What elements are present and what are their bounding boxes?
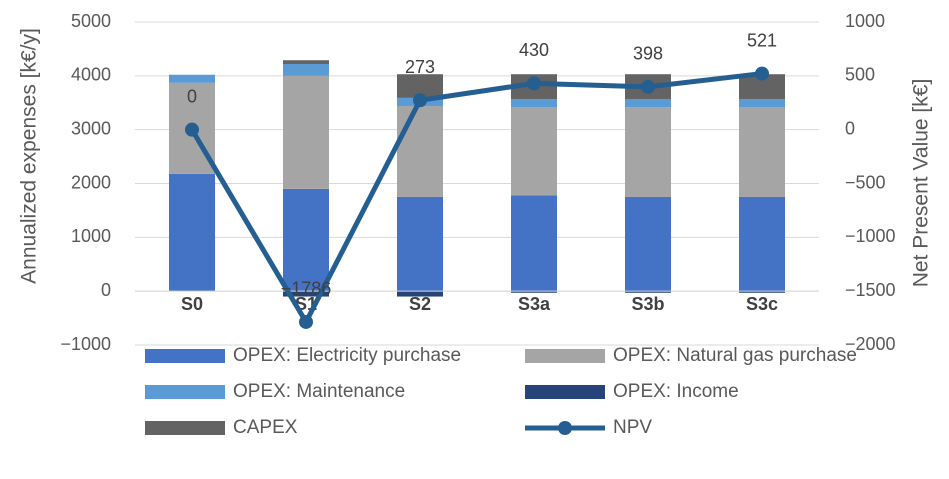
bar-segment xyxy=(625,291,671,293)
legend-label: OPEX: Electricity purchase xyxy=(233,345,461,366)
y-tick-label: 5000 xyxy=(71,11,111,31)
legend-label: OPEX: Natural gas purchase xyxy=(613,345,857,366)
y2-tick-label: 500 xyxy=(845,65,875,85)
legend-swatch xyxy=(525,385,605,399)
data-label: 398 xyxy=(633,44,663,64)
y-tick-label: 1000 xyxy=(71,226,111,246)
legend-label: OPEX: Maintenance xyxy=(233,381,405,402)
x-tick-label: S2 xyxy=(409,294,431,314)
y-tick-label: 0 xyxy=(101,280,111,300)
bar-segment xyxy=(511,107,557,196)
legend-label: CAPEX xyxy=(233,417,298,438)
data-label: 430 xyxy=(519,40,549,60)
y2-tick-label: −1000 xyxy=(845,226,896,246)
y-tick-label: −1000 xyxy=(60,334,111,354)
legend-swatch xyxy=(145,421,225,435)
x-tick-label: S0 xyxy=(181,294,203,314)
y-axis-label: Annualized expenses [k€/y] xyxy=(18,28,41,284)
x-tick-label: S3c xyxy=(746,294,778,314)
y2-tick-label: −2000 xyxy=(845,334,896,354)
y2-tick-label: −500 xyxy=(845,172,886,192)
bar-segment xyxy=(283,291,329,297)
y2-axis-label: Net Present Value [k€] xyxy=(910,79,933,288)
bar-segment xyxy=(511,291,557,293)
bar-segment xyxy=(283,60,329,64)
data-label: 521 xyxy=(747,30,777,50)
legend-swatch xyxy=(525,349,605,363)
y-tick-label: 2000 xyxy=(71,172,111,192)
bar-segment xyxy=(169,173,215,292)
bar-segment xyxy=(283,63,329,76)
bar-segment xyxy=(169,74,215,83)
y2-tick-label: 1000 xyxy=(845,11,885,31)
x-tick-label: S3a xyxy=(518,294,551,314)
y2-tick-label: 0 xyxy=(845,118,855,138)
legend-label: OPEX: Income xyxy=(613,381,739,402)
bar-segment xyxy=(283,188,329,292)
bar-segment xyxy=(397,74,443,98)
bar-segment xyxy=(625,98,671,108)
line-marker xyxy=(299,314,313,329)
bar-segment xyxy=(397,105,443,197)
bar-segment xyxy=(625,107,671,197)
bar-segment xyxy=(625,196,671,292)
legend-swatch xyxy=(145,349,225,363)
bar-segment xyxy=(739,196,785,292)
y-tick-label: 3000 xyxy=(71,118,111,138)
line-marker xyxy=(527,76,541,91)
y-tick-label: 4000 xyxy=(71,65,111,85)
line-marker xyxy=(413,93,427,108)
bar-segment xyxy=(397,291,443,297)
line-marker xyxy=(185,122,199,137)
line-marker xyxy=(755,66,769,81)
line-marker xyxy=(641,79,655,94)
bar-segment xyxy=(739,291,785,293)
bar-segment xyxy=(511,195,557,292)
legend-label: NPV xyxy=(613,417,652,438)
bar-segment xyxy=(511,98,557,108)
bar-segment xyxy=(283,75,329,189)
line xyxy=(189,71,763,328)
y2-tick-label: −1500 xyxy=(845,280,896,300)
legend-swatch xyxy=(145,385,225,399)
data-label: 0 xyxy=(187,86,197,106)
bar-segment xyxy=(739,107,785,197)
x-tick-label: S3b xyxy=(631,294,664,314)
data-label: −1786 xyxy=(281,279,332,299)
bar-segment xyxy=(397,196,443,292)
data-label: 273 xyxy=(405,57,435,77)
legend-swatch xyxy=(558,421,572,435)
bar-segment xyxy=(739,98,785,108)
